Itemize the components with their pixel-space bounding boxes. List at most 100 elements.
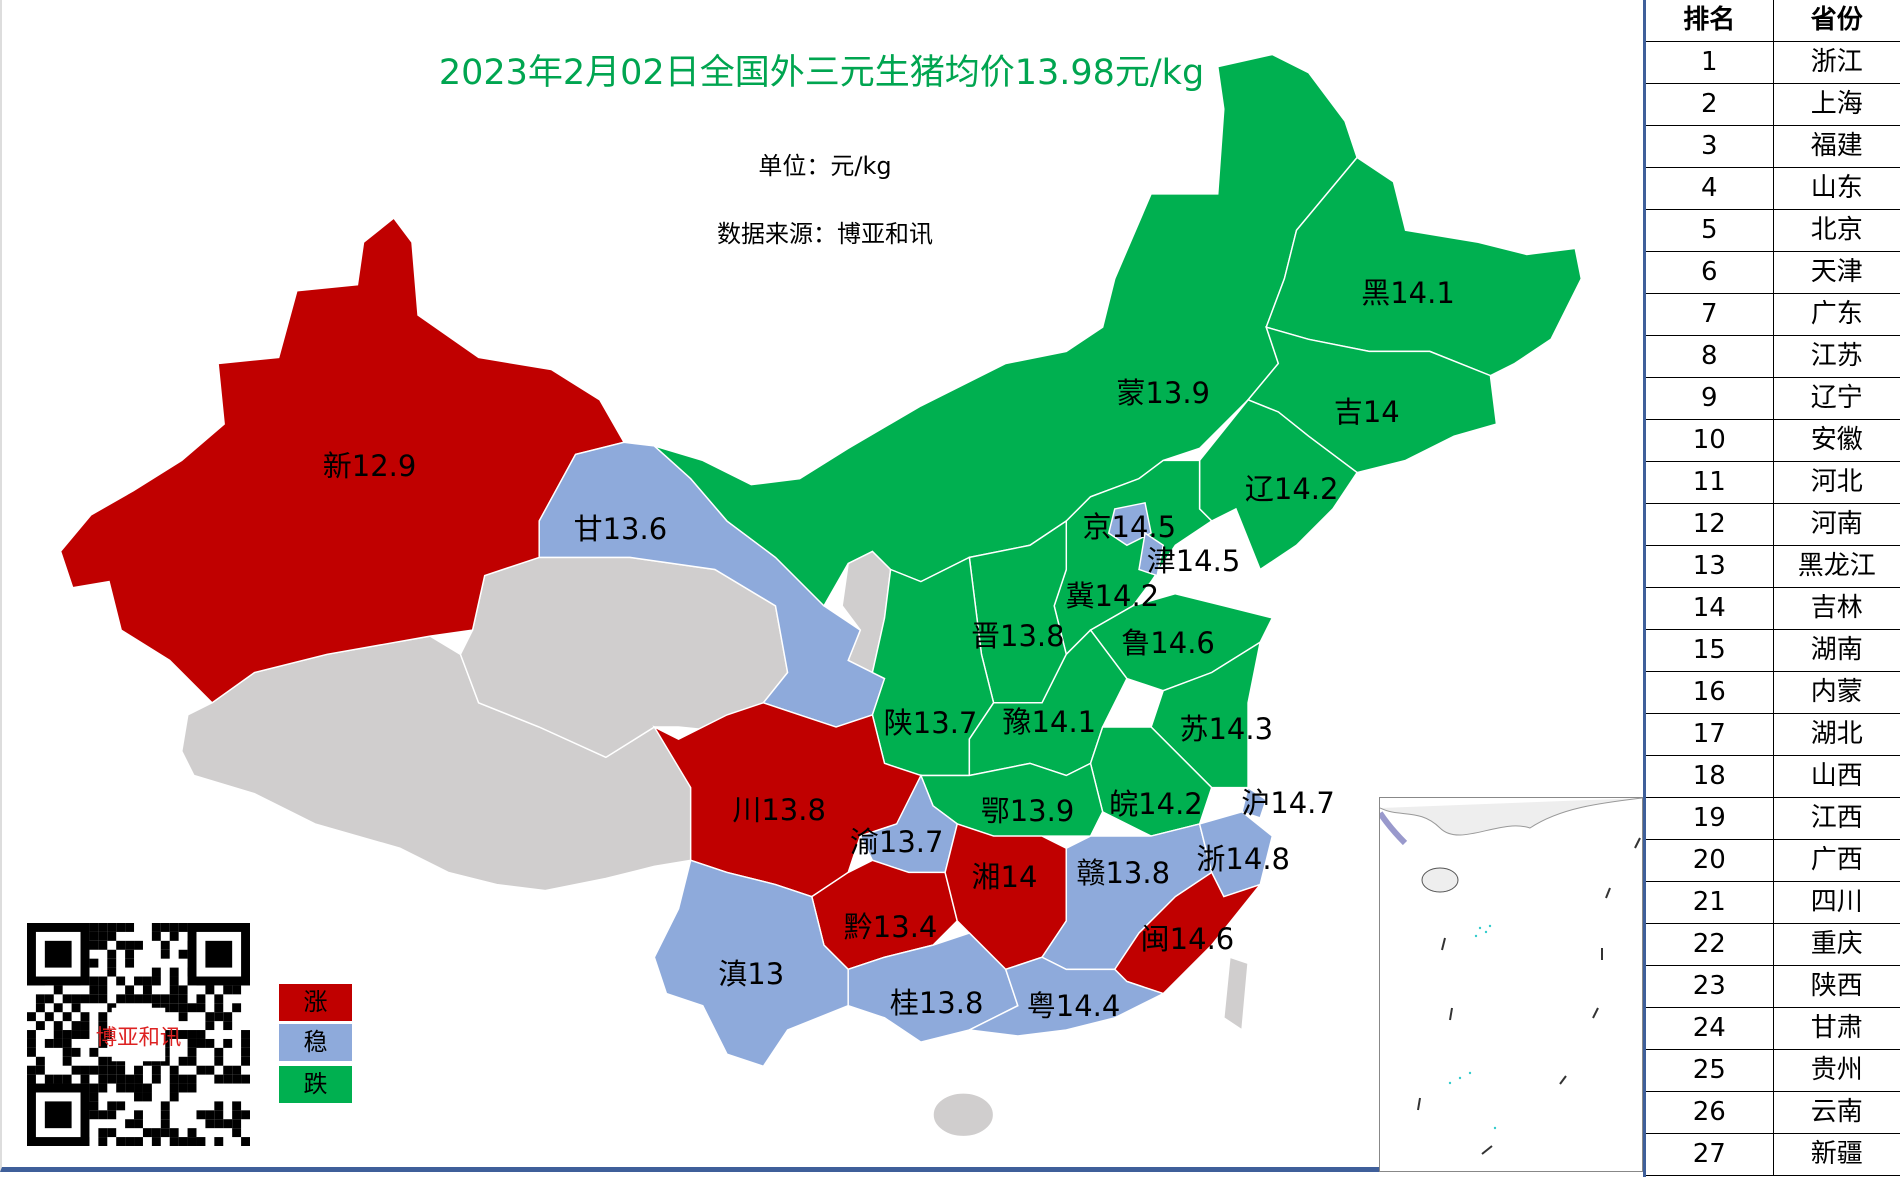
table-row: 19 江西 bbox=[1646, 798, 1900, 840]
qr-code[interactable]: 博亚和讯 bbox=[27, 923, 250, 1146]
province-label-sn: 陕13.7 bbox=[883, 705, 978, 740]
province-cell: 浙江 bbox=[1810, 47, 1863, 77]
province-cell: 天津 bbox=[1810, 257, 1863, 287]
table-row: 18 山西 bbox=[1646, 756, 1900, 798]
province-label-jl: 吉14 bbox=[1333, 394, 1400, 429]
province-xz-nodata bbox=[180, 635, 692, 892]
rank-cell: 26 bbox=[1646, 1092, 1774, 1133]
south-china-sea-inset bbox=[1377, 797, 1643, 1172]
province-label-zj: 浙14.8 bbox=[1196, 841, 1290, 876]
table-row: 8 江苏 bbox=[1646, 336, 1900, 378]
rank-cell: 8 bbox=[1646, 336, 1774, 377]
table-row: 9 辽宁 bbox=[1646, 378, 1900, 420]
province-sh[interactable] bbox=[1241, 786, 1268, 819]
table-row: 5 北京 bbox=[1646, 210, 1900, 252]
province-label-ln: 辽14.2 bbox=[1244, 472, 1339, 507]
table-row: 20 广西 bbox=[1646, 840, 1900, 882]
province-cell: 陕西 bbox=[1810, 971, 1863, 1001]
ranking-table: 排名 省份 1 浙江 2 上海 3 福建 4 山东 5 北京 6 天津 7 广东 8 江苏 9 辽宁 10 安徽 11 河… bbox=[1643, 0, 1900, 1177]
rank-cell: 13 bbox=[1646, 546, 1774, 587]
unit-label: 单位：元/kg bbox=[758, 152, 892, 180]
table-row: 6 天津 bbox=[1646, 252, 1900, 294]
province-label-gz: 黔13.4 bbox=[843, 909, 938, 944]
province-xj[interactable] bbox=[59, 217, 626, 704]
table-row: 4 山东 bbox=[1646, 168, 1900, 210]
rank-cell: 14 bbox=[1646, 588, 1774, 629]
map-title: 2023年2月02日全国外三元生猪均价13.98元/kg bbox=[438, 53, 1205, 93]
province-cell: 河北 bbox=[1810, 467, 1863, 497]
province-cell: 吉林 bbox=[1810, 593, 1863, 623]
province-bj[interactable] bbox=[1107, 502, 1152, 547]
province-cell: 江西 bbox=[1810, 803, 1863, 833]
province-label-js: 苏14.3 bbox=[1179, 712, 1274, 747]
map-frame bbox=[0, 0, 1643, 1172]
header-rank: 排名 bbox=[1646, 0, 1774, 41]
rank-cell: 18 bbox=[1646, 756, 1774, 797]
province-cell: 四川 bbox=[1810, 887, 1863, 917]
province-tj[interactable] bbox=[1138, 531, 1165, 577]
province-label-sc: 川13.8 bbox=[732, 793, 826, 828]
province-label-sx: 晋13.8 bbox=[971, 618, 1065, 653]
province-label-ah: 皖14.2 bbox=[1109, 787, 1203, 822]
rank-cell: 5 bbox=[1646, 210, 1774, 251]
province-cell: 福建 bbox=[1810, 131, 1863, 161]
legend-up: 涨 bbox=[279, 984, 352, 1021]
source-label: 数据来源：博亚和讯 bbox=[717, 220, 933, 248]
rank-cell: 4 bbox=[1646, 168, 1774, 209]
province-yn[interactable] bbox=[653, 859, 849, 1068]
province-cell: 辽宁 bbox=[1810, 383, 1863, 413]
province-label-tj: 津14.5 bbox=[1146, 543, 1241, 578]
rank-cell: 19 bbox=[1646, 798, 1774, 839]
province-cell: 安徽 bbox=[1810, 425, 1863, 455]
table-row: 11 河北 bbox=[1646, 462, 1900, 504]
rank-cell: 1 bbox=[1646, 42, 1774, 83]
province-label-yn: 滇13 bbox=[718, 956, 785, 991]
rank-cell: 9 bbox=[1646, 378, 1774, 419]
rank-cell: 20 bbox=[1646, 840, 1774, 881]
province-cell: 山东 bbox=[1810, 173, 1863, 203]
rank-cell: 11 bbox=[1646, 462, 1774, 503]
province-fj[interactable] bbox=[1113, 871, 1263, 995]
province-cell: 新疆 bbox=[1810, 1139, 1863, 1169]
rank-cell: 21 bbox=[1646, 882, 1774, 923]
rank-cell: 23 bbox=[1646, 966, 1774, 1007]
province-label-hub: 鄂13.9 bbox=[980, 794, 1075, 829]
province-cell: 内蒙 bbox=[1810, 677, 1863, 707]
header-province: 省份 bbox=[1810, 5, 1863, 35]
rank-cell: 12 bbox=[1646, 504, 1774, 545]
province-cell: 重庆 bbox=[1810, 929, 1863, 959]
province-sd[interactable] bbox=[1089, 592, 1274, 692]
province-cell: 河南 bbox=[1810, 509, 1863, 539]
table-row: 24 甘肃 bbox=[1646, 1008, 1900, 1050]
rank-cell: 24 bbox=[1646, 1008, 1774, 1049]
province-label-cq: 渝13.7 bbox=[849, 824, 944, 859]
province-cell: 湖南 bbox=[1810, 635, 1863, 665]
table-row: 7 广东 bbox=[1646, 294, 1900, 336]
legend-down: 跌 bbox=[279, 1066, 352, 1103]
table-row: 26 云南 bbox=[1646, 1092, 1900, 1134]
rank-cell: 7 bbox=[1646, 294, 1774, 335]
province-label-hun: 湘14 bbox=[971, 859, 1038, 894]
rank-cell: 22 bbox=[1646, 924, 1774, 965]
province-label-gs: 甘13.6 bbox=[573, 512, 668, 547]
province-tw-nodata bbox=[1223, 956, 1249, 1032]
china-map bbox=[59, 53, 1583, 1138]
province-hainan-nodata bbox=[932, 1092, 995, 1138]
province-label-sh: 沪14.7 bbox=[1241, 785, 1335, 820]
rank-cell: 17 bbox=[1646, 714, 1774, 755]
province-label-sd: 鲁14.6 bbox=[1121, 625, 1215, 660]
table-row: 15 湖南 bbox=[1646, 630, 1900, 672]
province-label-fj: 闽14.6 bbox=[1140, 921, 1235, 956]
table-row: 17 湖北 bbox=[1646, 714, 1900, 756]
table-row: 21 四川 bbox=[1646, 882, 1900, 924]
rank-cell: 2 bbox=[1646, 84, 1774, 125]
table-row: 25 贵州 bbox=[1646, 1050, 1900, 1092]
province-gd[interactable] bbox=[966, 956, 1166, 1037]
province-label-jx: 赣13.8 bbox=[1076, 856, 1171, 891]
province-label-hl: 黑14.1 bbox=[1361, 275, 1455, 310]
rank-cell: 15 bbox=[1646, 630, 1774, 671]
table-row: 2 上海 bbox=[1646, 84, 1900, 126]
rank-cell: 10 bbox=[1646, 420, 1774, 461]
table-row: 3 福建 bbox=[1646, 126, 1900, 168]
table-row: 14 吉林 bbox=[1646, 588, 1900, 630]
